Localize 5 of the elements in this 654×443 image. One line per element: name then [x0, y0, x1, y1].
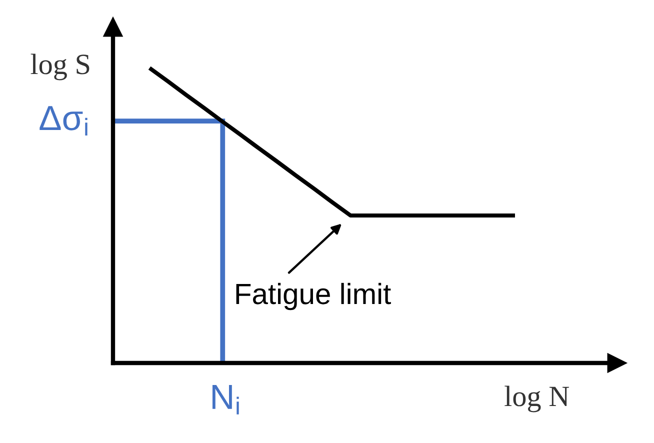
text: Δσ$_{i}$: [40, 106, 88, 136]
annotation: Fatigue limit: [236, 282, 391, 310]
x-axis-title: log N: [504, 386, 570, 412]
annotation: N$_{i}$: [212, 385, 239, 414]
y-axis-title: log S: [30, 54, 90, 80]
